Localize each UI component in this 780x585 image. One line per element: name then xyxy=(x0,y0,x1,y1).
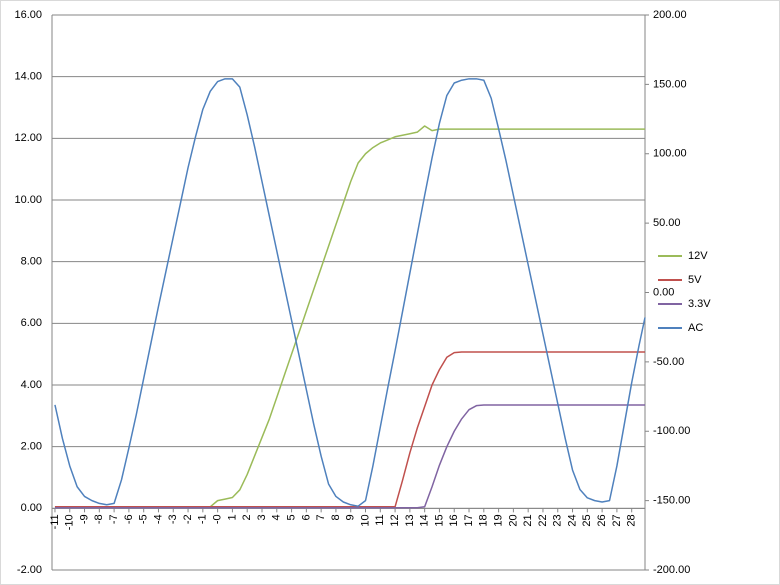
x-tick-label: 19 xyxy=(493,514,505,526)
x-tick-label: -1 xyxy=(197,514,209,524)
x-tick-label: 6 xyxy=(300,514,312,520)
x-tick-label: 3 xyxy=(256,514,268,520)
x-tick-label: 26 xyxy=(596,514,608,526)
x-tick-label: 1 xyxy=(226,514,238,520)
x-tick-label: 4 xyxy=(271,514,283,520)
y-tick-label: 4.00 xyxy=(21,379,42,391)
x-tick-label: -0 xyxy=(212,514,224,524)
x-tick-label: 13 xyxy=(404,514,416,526)
x-tick-label: -3 xyxy=(167,514,179,524)
y-tick-label: 10.00 xyxy=(14,194,42,206)
x-tick-label: -7 xyxy=(108,514,120,524)
x-tick-label: 15 xyxy=(433,514,445,526)
legend-label: 12V xyxy=(688,250,708,262)
y-tick-label: 16.00 xyxy=(14,9,42,21)
y2-tick-label: 0.00 xyxy=(653,286,674,298)
x-tick-label: 10 xyxy=(359,514,371,526)
x-tick-label: 2 xyxy=(241,514,253,520)
y-tick-label: 0.00 xyxy=(21,502,42,514)
x-tick-label: 7 xyxy=(315,514,327,520)
y2-tick-label: -100.00 xyxy=(653,425,690,437)
x-tick-label: 24 xyxy=(566,514,578,526)
y-tick-label: 6.00 xyxy=(21,317,42,329)
x-tick-label: 25 xyxy=(581,514,593,526)
x-tick-label: -8 xyxy=(93,514,105,524)
x-tick-label: 22 xyxy=(537,514,549,526)
legend-label: 5V xyxy=(688,274,702,286)
x-tick-label: 21 xyxy=(522,514,534,526)
x-tick-label: 11 xyxy=(374,514,386,525)
y-tick-label: 8.00 xyxy=(21,256,42,268)
x-tick-label: 12 xyxy=(389,514,401,526)
x-tick-label: 17 xyxy=(463,514,475,526)
x-tick-label: -2 xyxy=(182,514,194,524)
y2-tick-label: 150.00 xyxy=(653,78,687,90)
x-tick-label: 16 xyxy=(448,514,460,526)
y2-tick-label: 100.00 xyxy=(653,148,687,160)
x-tick-label: 18 xyxy=(478,514,490,526)
y2-tick-label: -150.00 xyxy=(653,495,690,507)
x-tick-label: -10 xyxy=(64,514,76,530)
series-line xyxy=(54,78,646,507)
y-tick-label: 12.00 xyxy=(14,132,42,144)
y2-tick-label: -50.00 xyxy=(653,356,684,368)
x-tick-label: 20 xyxy=(507,514,519,526)
x-tick-label: 28 xyxy=(626,514,638,526)
series-line xyxy=(54,404,645,509)
x-tick-label: 27 xyxy=(611,514,623,526)
series-line xyxy=(54,351,645,508)
y-tick-label: 2.00 xyxy=(21,441,42,453)
x-tick-label: -4 xyxy=(152,514,164,524)
y2-tick-label: -200.00 xyxy=(653,564,690,576)
x-tick-label: 9 xyxy=(345,514,357,520)
x-tick-label: 5 xyxy=(285,514,297,520)
y2-tick-label: 200.00 xyxy=(653,9,687,21)
x-tick-label: -9 xyxy=(78,514,90,524)
x-tick-label: -5 xyxy=(138,514,150,524)
x-tick-label: 23 xyxy=(552,514,564,526)
x-tick-label: 8 xyxy=(330,514,342,520)
legend-label: 3.3V xyxy=(688,298,711,310)
x-tick-label: 14 xyxy=(419,514,431,526)
legend-label: AC xyxy=(688,322,703,334)
y-tick-label: 14.00 xyxy=(14,71,42,83)
x-tick-label: -6 xyxy=(123,514,135,524)
x-tick-label: -11 xyxy=(49,514,61,529)
y-tick-label: -2.00 xyxy=(17,564,42,576)
y2-tick-label: 50.00 xyxy=(653,217,681,229)
